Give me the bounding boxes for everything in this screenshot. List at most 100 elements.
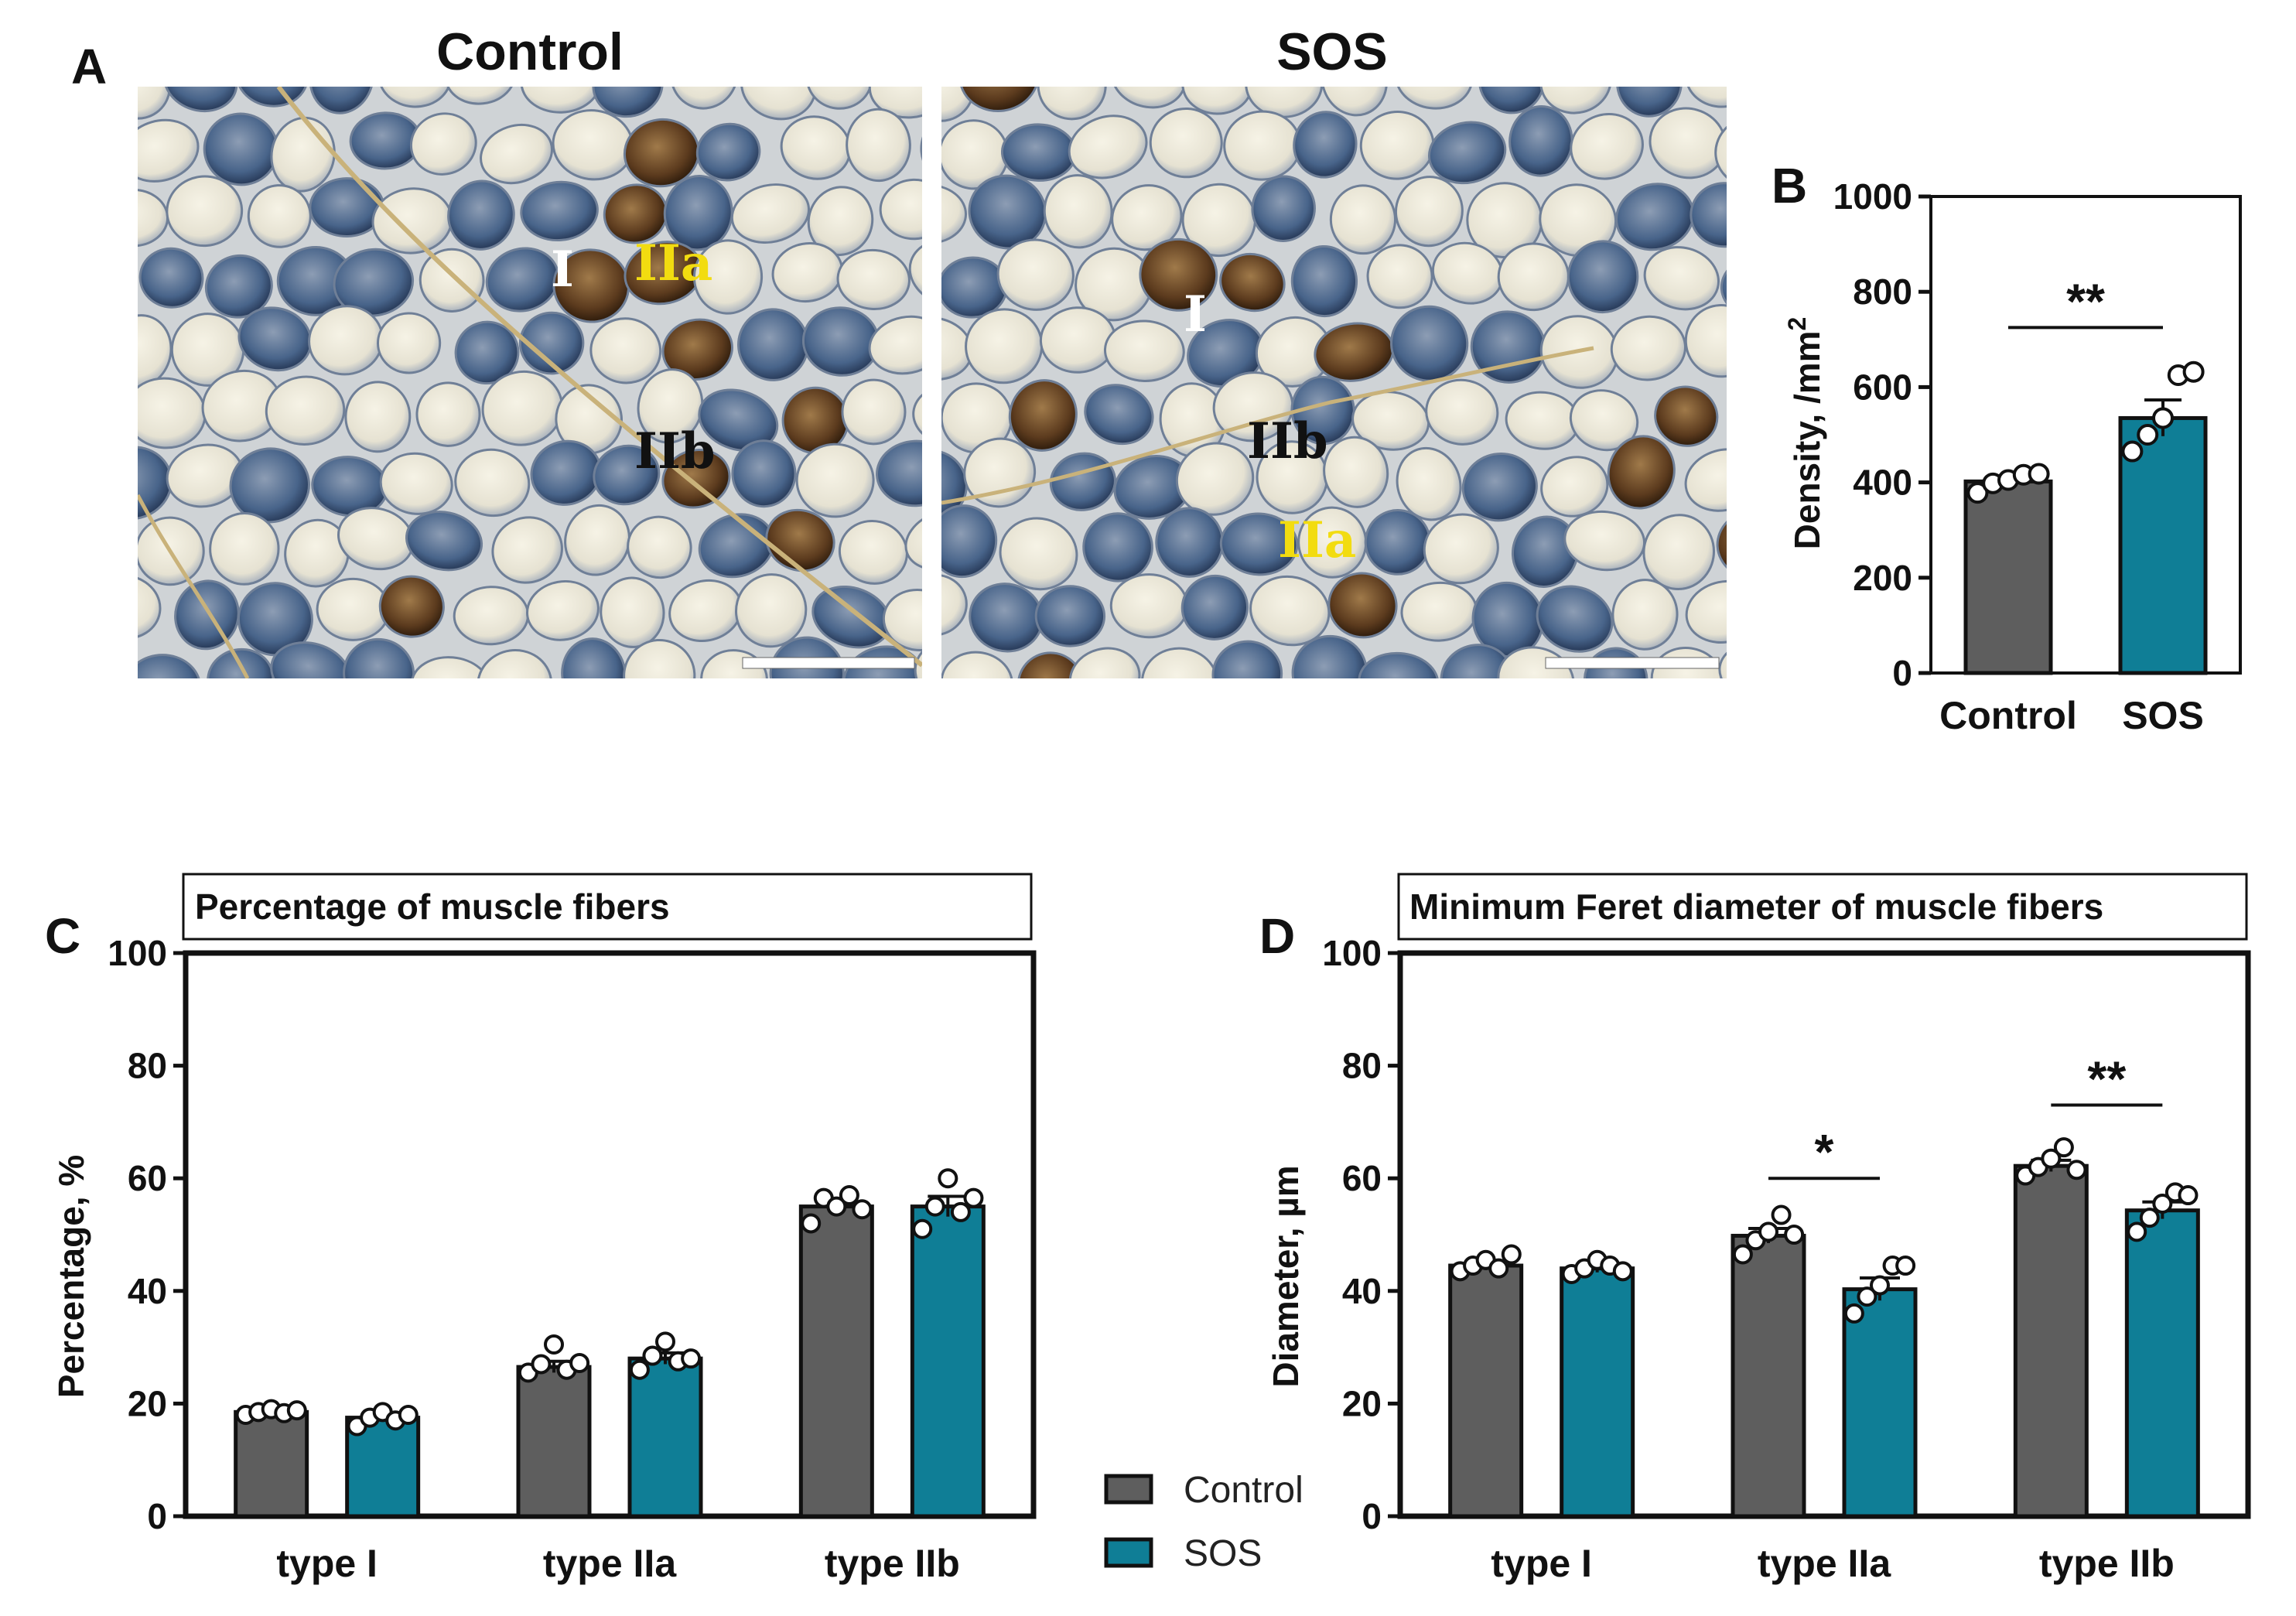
muscle-fiber — [695, 122, 761, 182]
muscle-fiber — [1465, 696, 1555, 783]
muscle-fiber — [1140, 647, 1219, 678]
panel-d-bar-type-iia-control — [1731, 1233, 1806, 1519]
muscle-fiber — [661, 318, 733, 381]
muscle-fiber — [692, 239, 764, 315]
muscle-fiber — [1720, 255, 1727, 319]
muscle-fiber — [904, 509, 922, 571]
panel-d-bar-type-iib-sos-point-1 — [2127, 1221, 2147, 1242]
muscle-fiber — [1642, 514, 1716, 591]
muscle-fiber — [627, 515, 692, 579]
muscle-fiber — [237, 582, 313, 657]
image-title-sos: SOS — [1276, 22, 1388, 81]
panel-c-bar-type-iia-control-point-5 — [569, 1352, 590, 1373]
muscle-fiber — [623, 638, 696, 678]
muscle-fiber — [868, 87, 922, 119]
muscle-fiber — [804, 701, 897, 792]
muscle-fiber — [736, 715, 808, 786]
muscle-fiber — [265, 375, 346, 446]
muscle-fiber — [590, 695, 685, 790]
panel-b-y-axis-label-sup: 2 — [1783, 317, 1811, 331]
panel-c-bar-type-iib-sos-point-4 — [950, 1201, 971, 1222]
muscle-fiber — [908, 239, 922, 307]
panel-c-bar-type-iia-sos-point-2 — [642, 1345, 663, 1366]
panel-b-bar-control-point-5 — [2028, 463, 2050, 485]
panel-c-bar-type-iia-control — [516, 1365, 592, 1519]
muscle-fiber — [730, 183, 811, 244]
muscle-fiber — [309, 87, 374, 114]
panel-d-letter: D — [1259, 908, 1295, 964]
muscle-fiber — [1180, 574, 1249, 641]
scale-bar-control — [742, 657, 915, 669]
muscle-fiber — [948, 706, 1029, 790]
muscle-fiber — [415, 381, 481, 447]
panel-c-category-type-iib: type IIb — [825, 1542, 960, 1585]
muscle-fiber — [270, 641, 351, 678]
muscle-fiber — [1327, 572, 1398, 639]
muscle-fiber — [1328, 705, 1409, 788]
muscle-fiber — [999, 517, 1078, 591]
muscle-fiber — [1390, 305, 1469, 382]
panel-c-category-type-iia: type IIa — [543, 1542, 677, 1585]
muscle-fiber — [138, 247, 204, 309]
muscle-fiber — [477, 649, 553, 678]
muscle-fiber — [868, 315, 922, 375]
muscle-fiber — [669, 87, 739, 110]
muscle-fiber — [1714, 114, 1727, 189]
muscle-fiber — [661, 449, 731, 509]
panel-b-bar-sos-point-3 — [2152, 407, 2174, 429]
panel-d-bar-type-iia-sos-point-1 — [1843, 1303, 1864, 1324]
muscle-fiber — [1684, 304, 1727, 378]
muscle-fiber — [1611, 579, 1679, 651]
panel-d-y-tick-60: 60 — [1342, 1158, 1382, 1198]
muscle-fiber — [846, 108, 911, 183]
muscle-fiber — [1401, 721, 1473, 784]
muscle-fiber — [996, 238, 1075, 311]
muscle-fiber — [961, 709, 1040, 780]
panel-a-letter: A — [71, 39, 107, 94]
panel-d-y-tick-20: 20 — [1342, 1383, 1382, 1423]
panel-b-bar-sos-point-2 — [2137, 424, 2159, 446]
muscle-fiber — [1034, 585, 1106, 647]
panel-b-y-axis-label: Density, /mm2 — [1783, 317, 1827, 550]
muscle-fiber — [1751, 37, 1841, 125]
fiber-label-type-iib-control: IIb — [634, 422, 716, 480]
muscle-fiber — [521, 721, 586, 782]
muscle-fiber — [1173, 702, 1266, 796]
fiber-label-type-i-sos: I — [1184, 285, 1207, 343]
muscle-fiber — [1461, 452, 1538, 522]
muscle-fiber — [405, 511, 483, 572]
muscle-fiber — [1497, 242, 1570, 312]
muscle-fiber — [1082, 512, 1153, 583]
muscle-fiber — [520, 180, 599, 242]
muscle-fiber — [836, 248, 911, 310]
panel-b-significance-stars-1: ** — [2066, 273, 2105, 329]
muscle-fiber — [1616, 87, 1683, 118]
muscle-fiber — [879, 178, 922, 241]
muscle-fiber — [1043, 174, 1113, 249]
muscle-fiber — [941, 573, 968, 637]
panel-d-bar-type-iib-sos-point-5 — [2178, 1185, 2199, 1206]
panel-d-category-type-iib: type IIb — [2039, 1542, 2175, 1585]
fiber-label-type-i-control: I — [551, 241, 574, 299]
muscle-fiber — [1155, 507, 1224, 578]
muscle-fiber — [1109, 573, 1189, 639]
muscle-fiber — [1685, 579, 1727, 644]
panel-b-y-tick-200: 200 — [1853, 558, 1912, 598]
muscle-fiber — [1139, 237, 1218, 312]
muscle-fiber — [1427, 121, 1507, 185]
muscle-fiber — [1358, 651, 1440, 678]
panel-d-y-tick-0: 0 — [1362, 1496, 1382, 1536]
panel-c-y-tick-0: 0 — [147, 1496, 167, 1536]
muscle-fiber — [1539, 709, 1609, 778]
fiber-label-type-iia-sos: IIa — [1278, 511, 1356, 569]
muscle-fiber — [454, 448, 531, 518]
muscle-fiber — [91, 717, 166, 782]
muscle-fiber — [912, 384, 922, 447]
panel-d-bar-type-iib-sos — [2124, 1208, 2200, 1519]
muscle-fiber — [1690, 182, 1727, 248]
muscle-fiber — [1105, 714, 1184, 781]
micrograph-control: I IIa IIb — [91, 87, 1029, 792]
panel-c-y-tick-80: 80 — [128, 1046, 167, 1086]
muscle-fiber — [1684, 87, 1727, 108]
